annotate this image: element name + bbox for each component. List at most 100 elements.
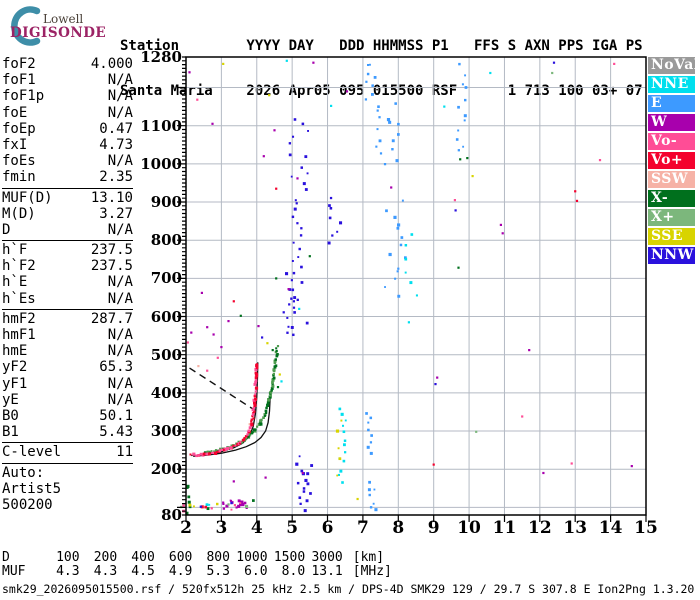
x-axis-tick-label: 15 <box>634 518 658 538</box>
echo-direction-legend: NoVal NNE E W Vo- Vo+ SSW X- X+ SSE NNW <box>648 57 699 266</box>
param-row: Auto: <box>2 465 133 481</box>
param-value: 2.35 <box>99 169 133 186</box>
x-axis-tick-label: 12 <box>528 518 552 538</box>
y-axis-tick-label: 1000 <box>140 154 182 173</box>
param-row: 500200 <box>2 497 133 513</box>
row-value: 4.5 <box>131 564 155 579</box>
divider <box>2 462 133 464</box>
param-value: N/A <box>107 343 133 360</box>
param-row: yF2 65.3 <box>2 359 133 375</box>
row-value: 400 <box>131 550 155 565</box>
param-label: foF1 <box>2 72 36 89</box>
param-row: B0 50.1 <box>2 408 133 424</box>
y-axis-tick-label: 300 <box>150 422 182 441</box>
distance-muf-table: D 100 200 400 600 800 1000 1500 3000 [km] MUF 4.3 4… <box>2 551 392 579</box>
row-unit: [MHz] <box>352 564 392 579</box>
y-axis-tick-label: 1280 <box>140 48 182 66</box>
y-axis-tick-label: 500 <box>150 345 182 364</box>
param-value: 3.27 <box>99 205 133 222</box>
distance-row: D 100 200 400 600 800 1000 1500 3000 [km] <box>2 551 392 565</box>
row-value: 4.9 <box>168 564 193 579</box>
param-row: h`Es N/A <box>2 291 133 307</box>
divider <box>2 187 133 189</box>
param-row: hmF1 N/A <box>2 327 133 343</box>
row-value: 600 <box>168 550 193 565</box>
param-row: foF1 N/A <box>2 72 133 88</box>
y-axis-tick-label: 700 <box>150 269 182 288</box>
param-label: h`Es <box>2 290 36 307</box>
param-row: yF1 N/A <box>2 376 133 392</box>
param-label: D <box>2 221 11 238</box>
x-axis-tick-label: 8 <box>392 518 405 538</box>
param-row: fxI 4.73 <box>2 137 133 153</box>
param-value: N/A <box>107 375 133 392</box>
param-label: Artist5 <box>2 480 62 497</box>
param-row: C-level 11 <box>2 444 133 460</box>
logo-arc-icon <box>11 6 41 46</box>
param-row: D N/A <box>2 222 133 238</box>
param-label: B0 <box>2 407 19 424</box>
row-value: 4.3 <box>93 564 118 579</box>
legend-item-x+: X+ <box>648 209 695 226</box>
logo-lowell-text: Lowell <box>43 12 84 26</box>
row-value: 4.3 <box>56 564 80 579</box>
param-row: M(D) 3.27 <box>2 206 133 222</box>
row-value: 1500 <box>273 550 306 565</box>
y-axis-tick-label: 80 <box>161 506 182 524</box>
x-axis-tick-label: 13 <box>563 518 588 538</box>
param-label: B1 <box>2 424 19 441</box>
ionogram-canvas <box>177 56 647 522</box>
param-value: N/A <box>107 88 133 105</box>
divider <box>2 240 133 242</box>
param-row: h`F 237.5 <box>2 242 133 258</box>
param-row: foEs N/A <box>2 153 133 169</box>
legend-item-vo-: Vo- <box>648 133 695 150</box>
row-value: 800 <box>206 550 230 565</box>
x-axis-tick-label: 7 <box>357 518 369 538</box>
x-axis-tick-label: 11 <box>492 518 517 538</box>
row-unit: [km] <box>352 550 385 565</box>
param-label: foEs <box>2 153 36 170</box>
row-value: 3000 <box>311 550 343 565</box>
row-label: MUF <box>2 564 26 579</box>
legend-item-nne: NNE <box>648 76 695 93</box>
divider <box>2 308 133 310</box>
param-row: hmE N/A <box>2 343 133 359</box>
param-label: 500200 <box>2 496 53 513</box>
param-value: 4.000 <box>90 56 133 72</box>
param-row: B1 5.43 <box>2 424 133 440</box>
row-value: 100 <box>56 550 80 565</box>
header-line-1: Station YYYY DAY DDD HHMMSS P1 FFS S AXN… <box>120 38 643 54</box>
param-value: 5.43 <box>99 424 133 441</box>
y-axis-tick-label: 200 <box>150 460 182 479</box>
param-label: Auto: <box>2 464 45 481</box>
x-axis-tick-label: 14 <box>598 518 623 538</box>
param-label: h`E <box>2 274 28 291</box>
legend-item-w: W <box>648 114 695 131</box>
param-label: foEp <box>2 120 36 137</box>
param-value: 11 <box>116 444 133 461</box>
logo-digisonde-text: DIGISONDE <box>10 25 107 41</box>
param-label: hmE <box>2 343 28 360</box>
param-row: h`F2 237.5 <box>2 258 133 274</box>
param-label: C-level <box>2 444 62 461</box>
row-value: 13.1 <box>311 564 343 579</box>
x-axis-tick-label: 10 <box>457 518 481 538</box>
legend-item-noval: NoVal <box>648 57 699 74</box>
param-value: 237.5 <box>90 242 133 259</box>
x-axis-tick-label: 2 <box>180 518 192 538</box>
param-value: 4.73 <box>99 136 133 153</box>
lowell-digisonde-logo: Lowell DIGISONDE <box>6 3 122 47</box>
status-bar: smk29_2026095015500.rsf / 520fx512h 25 k… <box>2 582 695 596</box>
param-label: foF2 <box>2 56 36 72</box>
param-label: yF2 <box>2 359 28 376</box>
param-row: h`E N/A <box>2 274 133 290</box>
param-row: MUF(D) 13.10 <box>2 190 133 206</box>
legend-item-vo+: Vo+ <box>648 152 695 169</box>
param-row: foEp 0.47 <box>2 121 133 137</box>
legend-item-x-: X- <box>648 190 695 207</box>
param-value: N/A <box>107 104 133 121</box>
legend-item-nnw: NNW <box>648 247 695 264</box>
param-row: fmin 2.35 <box>2 169 133 185</box>
